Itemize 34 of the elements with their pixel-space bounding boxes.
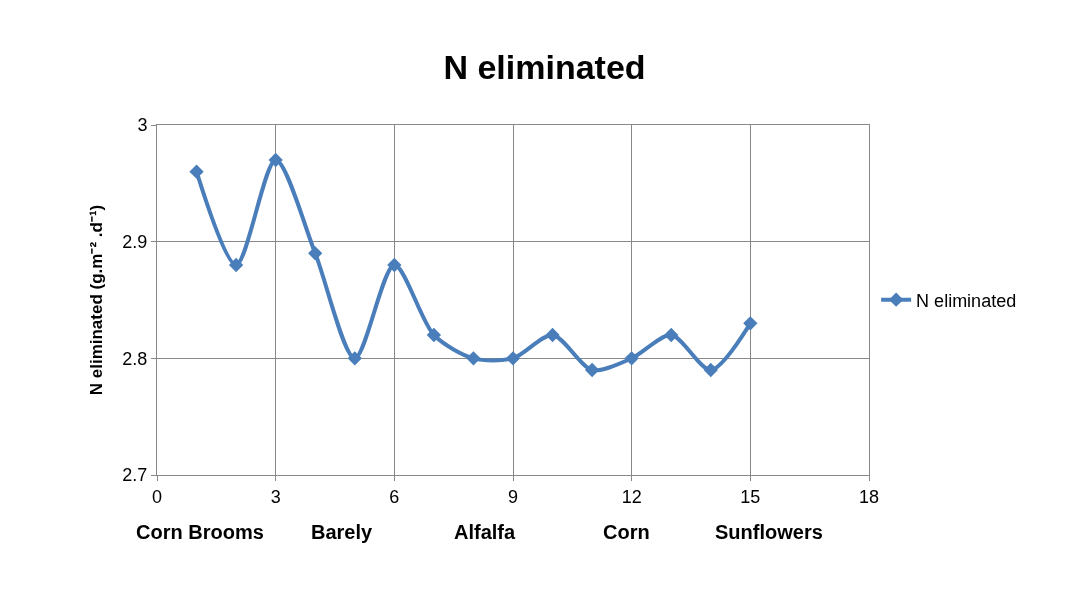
point	[743, 316, 758, 331]
y-tick-label: 2.9	[122, 231, 148, 252]
legend-label: N eliminated	[916, 290, 1017, 311]
text: Sunflowers	[715, 521, 823, 543]
point	[387, 257, 402, 273]
text: Corn Brooms	[136, 521, 264, 543]
point	[268, 152, 283, 168]
point	[664, 327, 679, 343]
y-tick-label: 3	[137, 115, 148, 136]
x-tick-label: 12	[621, 486, 642, 507]
y-tick-label: 2.7	[122, 465, 148, 486]
chart-title: N eliminated	[443, 48, 646, 87]
x-tick-label: 15	[740, 486, 761, 507]
point	[189, 164, 204, 179]
x-tick-label: 0	[151, 486, 163, 507]
x-tick-label: 9	[507, 486, 519, 507]
point	[545, 327, 560, 343]
x-tick-label: 18	[858, 486, 880, 507]
point	[505, 351, 521, 366]
point	[703, 362, 718, 378]
point	[228, 257, 244, 273]
point	[624, 351, 639, 366]
y-axis-title: N eliminated (g.m⁻² .d⁻¹)	[86, 204, 106, 396]
point	[347, 351, 362, 366]
x-tick-label: 3	[270, 486, 281, 507]
text: Alfalfa	[454, 521, 516, 543]
x-tick-label: 6	[389, 486, 400, 507]
point	[584, 362, 600, 378]
text: Corn	[603, 521, 650, 543]
text: Barely	[311, 521, 374, 543]
point	[466, 351, 481, 366]
y-tick-label: 2.8	[122, 348, 148, 369]
point	[426, 327, 442, 343]
point	[308, 246, 323, 261]
